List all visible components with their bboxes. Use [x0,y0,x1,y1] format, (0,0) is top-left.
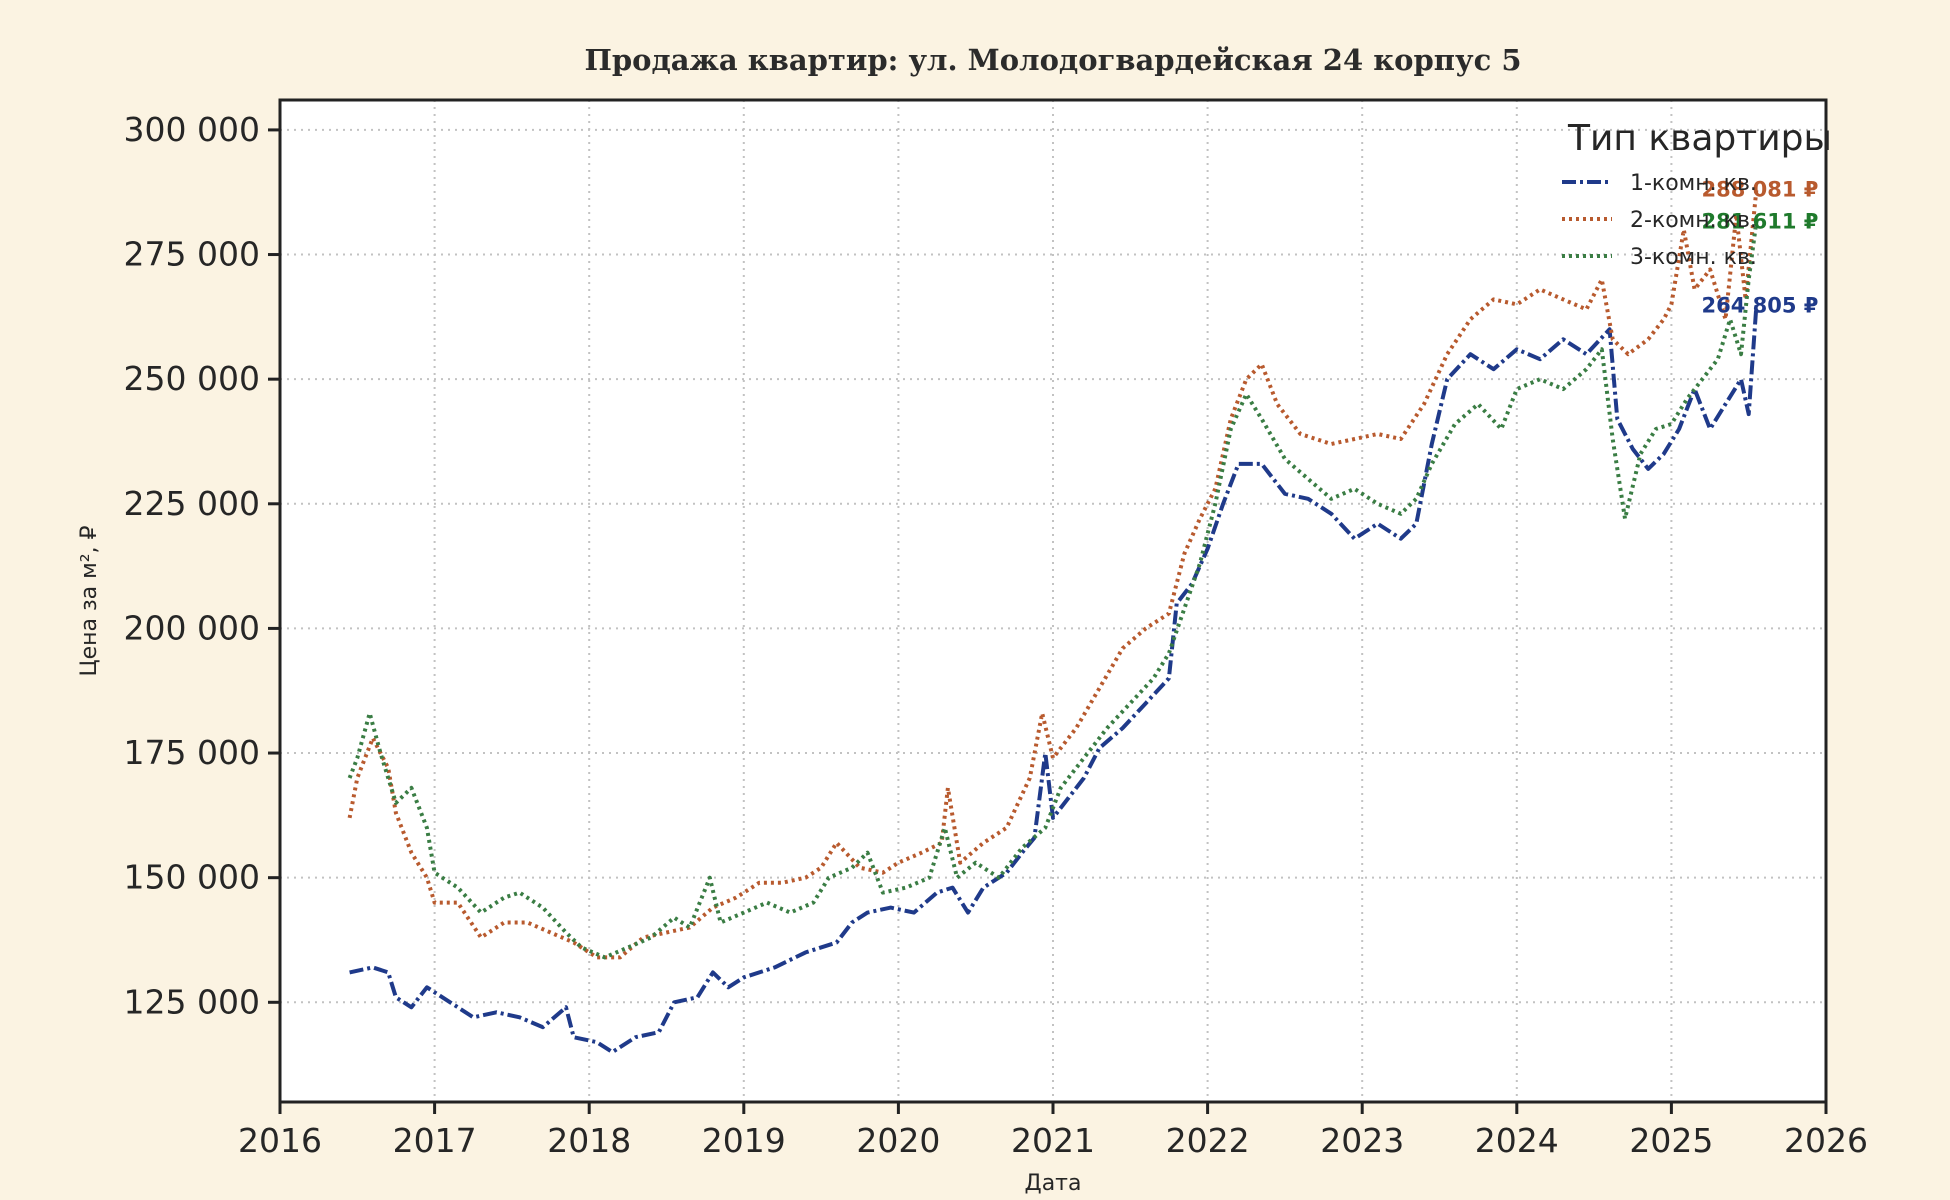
y-tick-label: 150 000 [124,858,260,897]
end-value-label-2: 288 081 ₽ [1702,177,1819,201]
y-tick-label: 125 000 [124,982,260,1021]
legend-label-2: 2-комн. кв. [1630,208,1757,233]
end-value-label-3: 281 611 ₽ [1702,210,1819,234]
y-tick-label: 225 000 [124,484,260,523]
x-tick-label: 2023 [1320,1121,1404,1160]
series-line-3 [347,221,1759,960]
plot-area [280,100,1826,1102]
x-tick-label: 2024 [1475,1121,1559,1160]
x-tick-label: 2020 [856,1121,940,1160]
x-tick-label: 2026 [1784,1121,1868,1160]
legend-title: Тип квартиры [1567,118,1832,159]
chart-title: Продажа квартир: ул. Молодогвардейская 2… [584,43,1521,77]
series-line-2 [347,189,1759,960]
y-tick-label: 175 000 [124,733,260,772]
x-tick-label: 2025 [1629,1121,1713,1160]
y-tick-label: 200 000 [124,608,260,647]
x-tick-label: 2021 [1011,1121,1095,1160]
grid [279,100,1827,1102]
legend-label-1: 1-комн. кв. [1630,171,1757,196]
x-axis-label: Дата [1025,1171,1082,1196]
x-tick-label: 2018 [547,1121,631,1160]
legend-label-3: 3-комн. кв. [1630,245,1757,270]
x-tick-label: 2016 [238,1121,322,1160]
series-line-1 [349,305,1759,1055]
x-tick-label: 2019 [702,1121,786,1160]
x-tick-label: 2022 [1166,1121,1250,1160]
y-tick-label: 250 000 [124,359,260,398]
y-axis-label: Цена за м², ₽ [77,525,102,676]
legend: Тип квартиры 1-комн. кв. 2-комн. кв. 3-ком… [1562,118,1832,270]
end-labels: 264 805 ₽ 288 081 ₽ 281 611 ₽ [1702,177,1819,317]
end-value-label-1: 264 805 ₽ [1702,293,1819,317]
y-tick-label: 275 000 [124,235,260,274]
y-tick-label: 300 000 [124,110,260,149]
axis-ticks: 2016 2017 2018 2019 2020 2021 2022 2023 2024 2025… [124,110,1868,1160]
x-tick-label: 2017 [393,1121,477,1160]
series-lines [347,189,1759,1055]
